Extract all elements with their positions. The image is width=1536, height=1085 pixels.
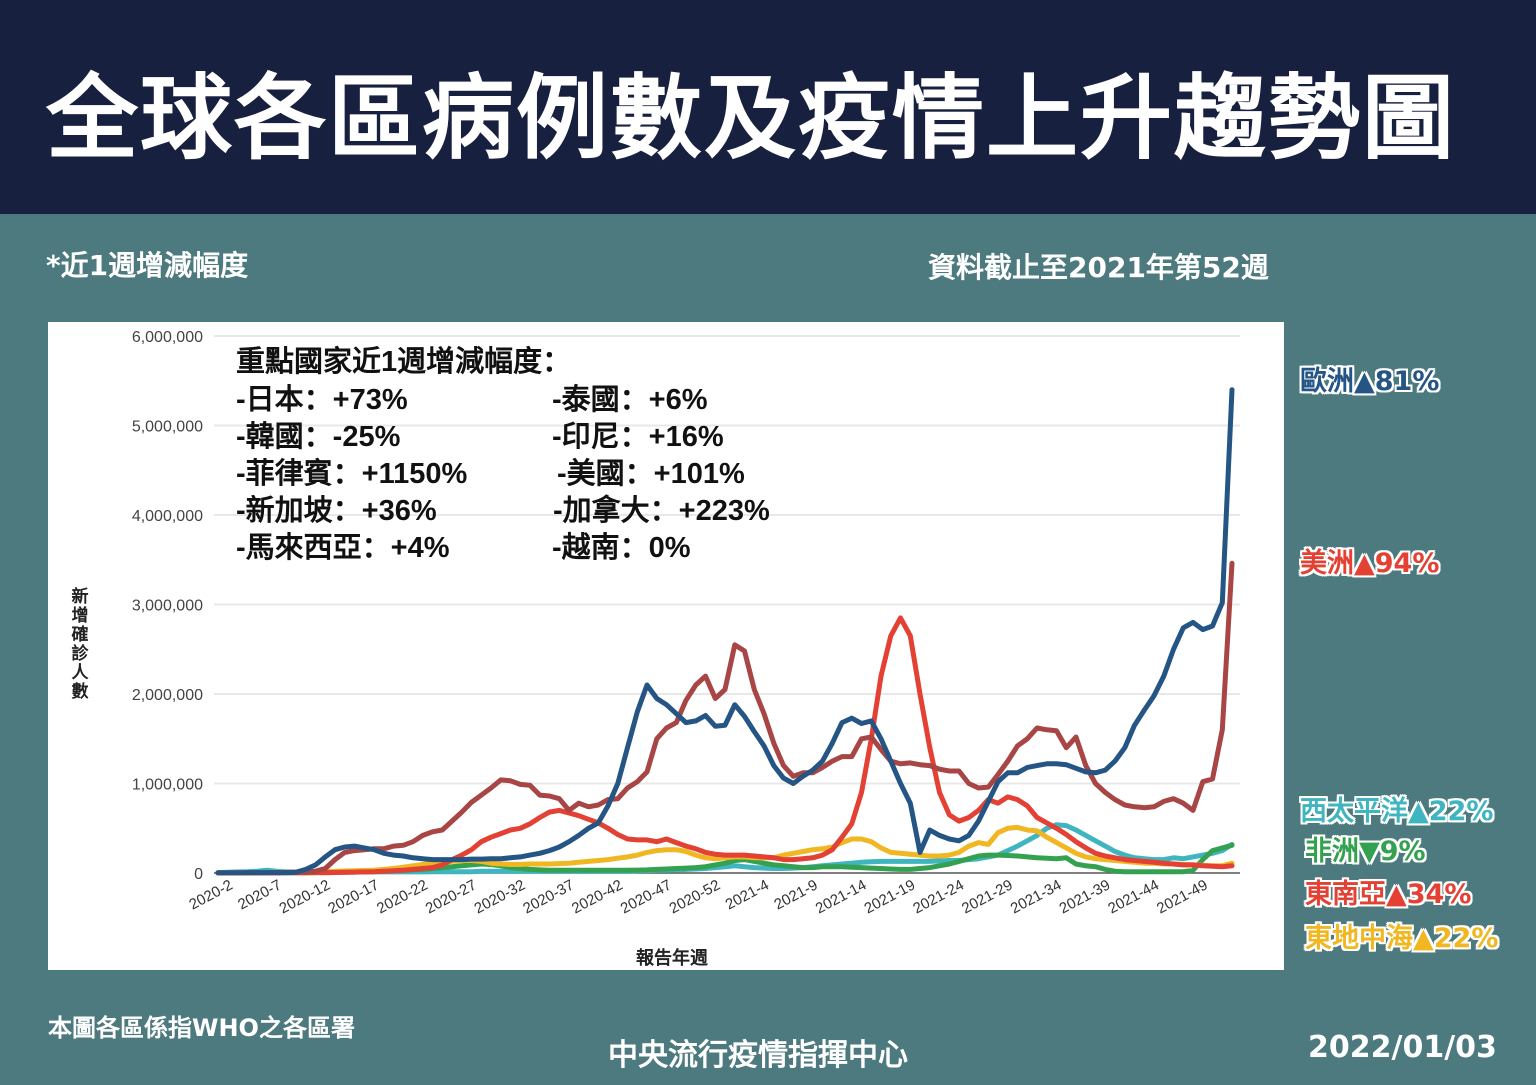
footer-date: 2022/01/03 xyxy=(1308,1030,1497,1065)
x-tick-label: 2020-37 xyxy=(520,877,577,918)
x-tick-label: 2021-29 xyxy=(959,877,1016,918)
y-tick-label: 3,000,000 xyxy=(132,598,203,615)
y-tick-label: 2,000,000 xyxy=(132,687,203,704)
x-tick-label: 2020-32 xyxy=(472,877,529,918)
x-tick-label: 2020-47 xyxy=(618,877,675,918)
annotation-item: -馬來西亞：+4% xyxy=(236,532,450,564)
y-tick-label: 0 xyxy=(194,866,203,883)
x-tick-label: 2020-52 xyxy=(667,877,724,918)
x-tick-label: 2020-42 xyxy=(569,877,626,918)
annotation-item: -泰國：+6% xyxy=(552,384,708,416)
annotation-item: -加拿大：+223% xyxy=(553,495,770,527)
x-tick-label: 2020-17 xyxy=(325,877,382,918)
legend-south-east-asia: 東南亞▲34% xyxy=(1305,879,1472,910)
x-tick-label: 2021-24 xyxy=(910,877,967,918)
x-tick-label: 2021-9 xyxy=(771,877,820,914)
annotation-item: -美國：+101% xyxy=(557,458,745,490)
x-tick-label: 2021-19 xyxy=(862,877,919,918)
data-cutoff-note: 資料截止至2021年第52週 xyxy=(928,251,1269,284)
series-line-東南亞 xyxy=(215,615,1235,876)
x-tick-label: 2020-12 xyxy=(277,877,334,918)
x-tick-label: 2021-49 xyxy=(1154,877,1211,918)
x-tick-label: 2020-27 xyxy=(423,877,480,918)
y-tick-label: 1,000,000 xyxy=(132,777,203,794)
x-tick-label: 2021-39 xyxy=(1057,877,1114,918)
annotation-title: 重點國家近1週增減幅度： xyxy=(236,346,572,378)
y-tick-label: 5,000,000 xyxy=(132,419,203,436)
x-tick-label: 2021-14 xyxy=(813,877,870,918)
legend-eastern-mediterranean: 東地中海▲22% xyxy=(1305,923,1499,954)
legend-western-pacific: 西太平洋▲22% xyxy=(1300,796,1494,827)
header-banner: 全球各區病例數及疫情上升趨勢圖 xyxy=(0,0,1536,214)
y-axis-label: 新增確診人數 xyxy=(71,587,89,702)
footer-agency: 中央流行疫情指揮中心 xyxy=(608,1038,908,1073)
x-tick-label: 2020-22 xyxy=(374,877,431,918)
annotation-item: -菲律賓：+1150% xyxy=(236,458,468,490)
legend-europe: 歐洲▲81% xyxy=(1300,366,1440,397)
annotation-item: -日本：+73% xyxy=(236,384,408,416)
footer-note: 本圖各區係指WHO之各區署 xyxy=(48,1014,355,1042)
x-tick-label: 2021-4 xyxy=(723,877,772,914)
y-tick-label: 6,000,000 xyxy=(132,329,203,346)
annotation-item: -越南：0% xyxy=(552,532,691,564)
page-title: 全球各區病例數及疫情上升趨勢圖 xyxy=(46,65,1457,172)
annotation-item: -新加坡：+36% xyxy=(236,495,437,527)
series-line-美洲 xyxy=(215,560,1235,876)
y-tick-label: 4,000,000 xyxy=(132,508,203,525)
x-tick-label: 2020-7 xyxy=(235,877,284,914)
annotation-item: -韓國：-25% xyxy=(236,421,401,453)
x-tick-label: 2021-44 xyxy=(1105,877,1162,918)
legend-africa: 非洲▼9% xyxy=(1305,836,1426,867)
note-left: *近1週增減幅度 xyxy=(46,249,249,282)
legend-americas: 美洲▲94% xyxy=(1300,548,1440,579)
series-line-歐洲 xyxy=(215,387,1235,876)
annotation-item: -印尼：+16% xyxy=(552,421,724,453)
x-tick-label: 2021-34 xyxy=(1008,877,1065,918)
x-axis-label: 報告年週 xyxy=(636,948,708,969)
